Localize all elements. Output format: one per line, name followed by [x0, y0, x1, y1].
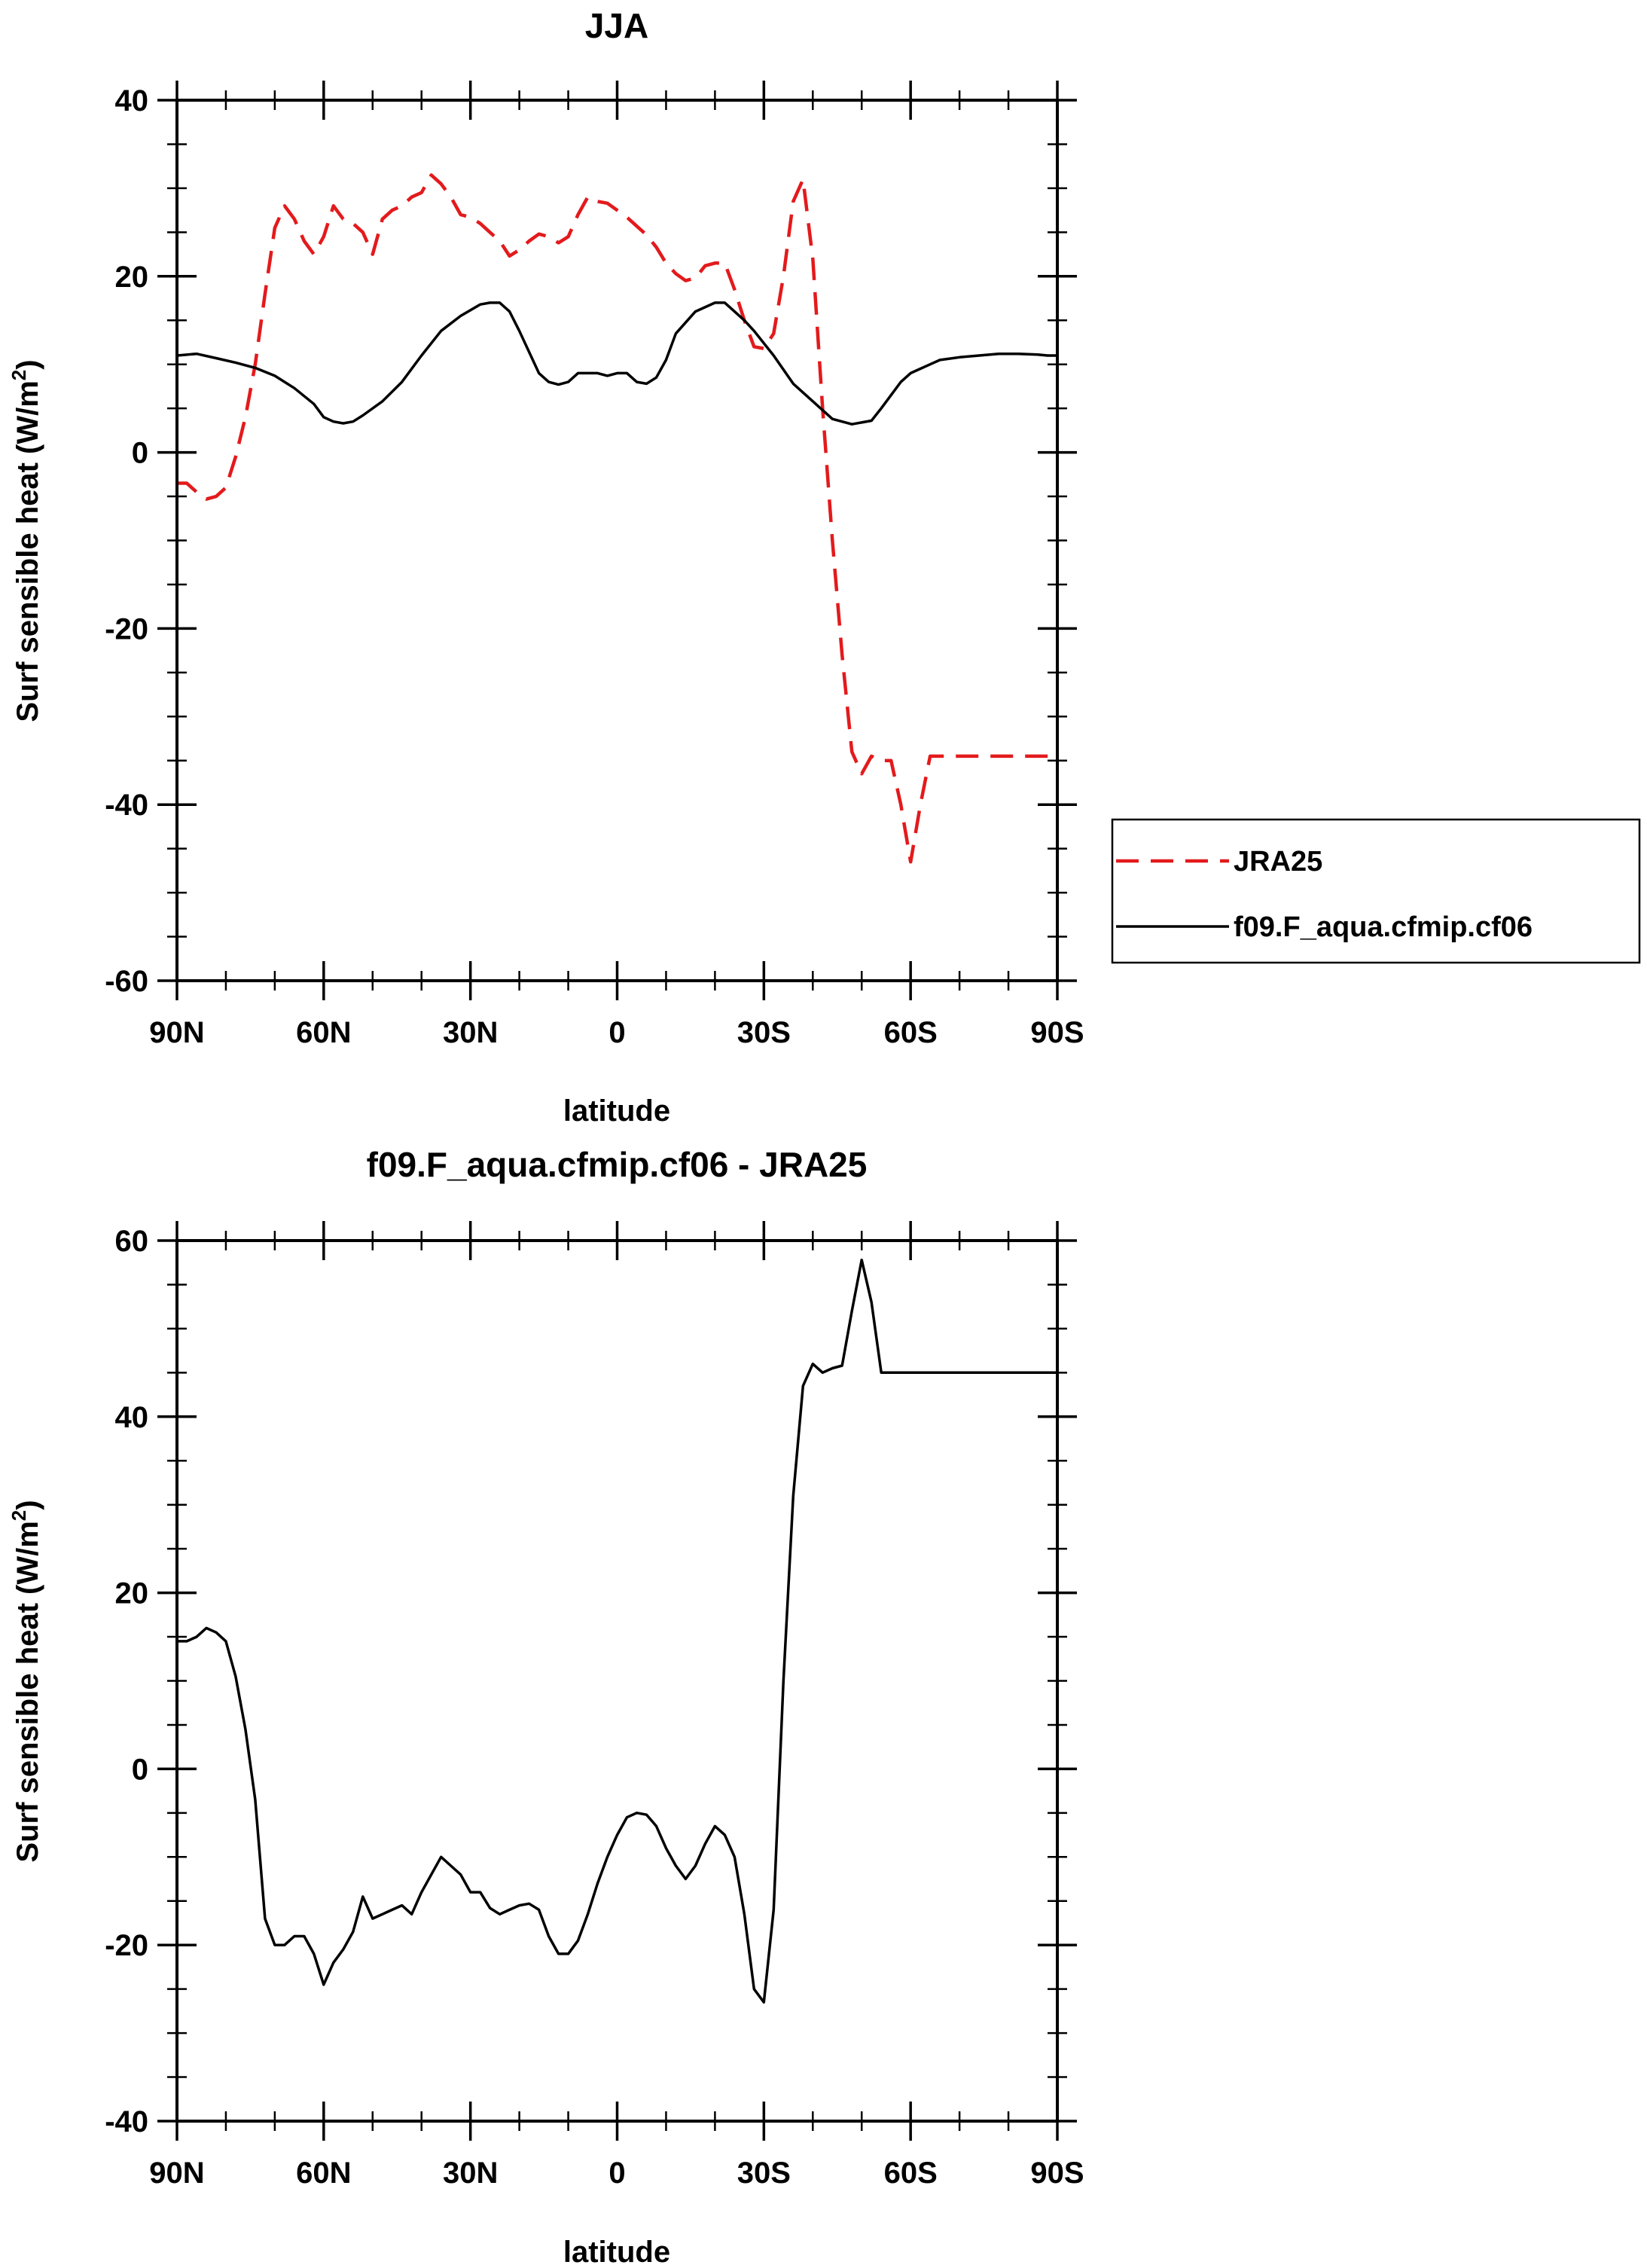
top-x-tick-label: 0: [608, 1016, 625, 1049]
top-x-tick-label: 90N: [149, 1016, 204, 1049]
bottom-panel: f09.F_aqua.cfmip.cf06 - JRA25 6040200-20…: [8, 1145, 1084, 2268]
top-x-axis-label: latitude: [563, 1094, 670, 1128]
bottom-y-axis-label-close: ): [11, 1500, 44, 1509]
bottom-y-axis-label-text: Surf sensible heat (W/m: [11, 1521, 44, 1862]
bottom-y-axis-label: Surf sensible heat (W/m2): [8, 1500, 44, 1862]
top-y-tick-label: 40: [115, 84, 149, 118]
top-x-tick-label: 30S: [737, 1016, 791, 1049]
top-y-tick-labels: 40 20 0 -20 -40 -60: [105, 84, 148, 998]
top-plot-frame: [175, 99, 1059, 982]
top-x-tick-label: 60N: [296, 1016, 351, 1049]
top-y-axis-label-text: Surf sensible heat (W/m: [11, 380, 44, 722]
bottom-x-tick-label: 90S: [1030, 2157, 1084, 2190]
bottom-x-tick-labels: 90N 60N 30N 0 30S 60S 90S: [149, 2157, 1084, 2190]
top-x-tick-label: 30N: [443, 1016, 498, 1049]
top-y-axis-label-sup: 2: [8, 370, 30, 380]
top-y-tick-label: -20: [105, 612, 148, 646]
top-x-tick-labels: 90N 60N 30N 0 30S 60S 90S: [149, 1016, 1084, 1049]
top-chart-title: JJA: [585, 6, 648, 45]
bottom-y-tick-label: 0: [132, 1753, 148, 1786]
legend-box: [1111, 818, 1641, 964]
top-series-line-jra25: [177, 173, 1057, 864]
bottom-x-tick-label: 60S: [884, 2157, 938, 2190]
bottom-y-tick-label: 20: [115, 1577, 149, 1610]
bottom-y-tick-label: -20: [105, 1929, 148, 1962]
legend-label-model: f09.F_aqua.cfmip.cf06: [1234, 911, 1533, 943]
bottom-x-tick-label: 0: [608, 2157, 625, 2190]
bottom-y-tick-label: 40: [115, 1401, 149, 1434]
top-y-tick-label: -40: [105, 789, 148, 822]
top-y-axis-label-close: ): [11, 359, 44, 369]
bottom-x-tick-label: 90N: [149, 2157, 204, 2190]
bottom-y-tick-label: 60: [115, 1225, 149, 1258]
top-x-tick-label: 90S: [1030, 1016, 1084, 1049]
bottom-y-tick-labels: 60 40 20 0 -20 -40: [105, 1225, 148, 2138]
bottom-series-lines: [177, 1258, 1057, 2004]
legend: JRA25 f09.F_aqua.cfmip.cf06: [1111, 818, 1641, 964]
top-x-tick-label: 60S: [884, 1016, 938, 1049]
bottom-series-line-difference: [177, 1258, 1057, 2004]
top-y-tick-label: -60: [105, 965, 148, 998]
bottom-x-axis-label: latitude: [563, 2236, 670, 2268]
bottom-y-axis-label-sup: 2: [8, 1510, 30, 1521]
top-series-lines: [177, 173, 1057, 864]
legend-label-jra25: JRA25: [1234, 846, 1322, 878]
top-y-tick-label: 20: [115, 261, 149, 294]
bottom-x-tick-label: 30S: [737, 2157, 791, 2190]
top-y-tick-label: 0: [132, 437, 148, 470]
bottom-y-tick-label: -40: [105, 2105, 148, 2138]
top-series-line-model: [177, 301, 1057, 426]
bottom-x-tick-label: 60N: [296, 2157, 351, 2190]
bottom-x-tick-label: 30N: [443, 2157, 498, 2190]
bottom-plot-frame: [175, 1239, 1059, 2123]
top-y-axis-label: Surf sensible heat (W/m2): [8, 359, 44, 722]
top-panel: JJA 40 20 0 -20 -40 -60 90N 60N 30N 0 30S 60S 90S l…: [8, 6, 1641, 1128]
bottom-chart-title: f09.F_aqua.cfmip.cf06 - JRA25: [367, 1145, 868, 1184]
